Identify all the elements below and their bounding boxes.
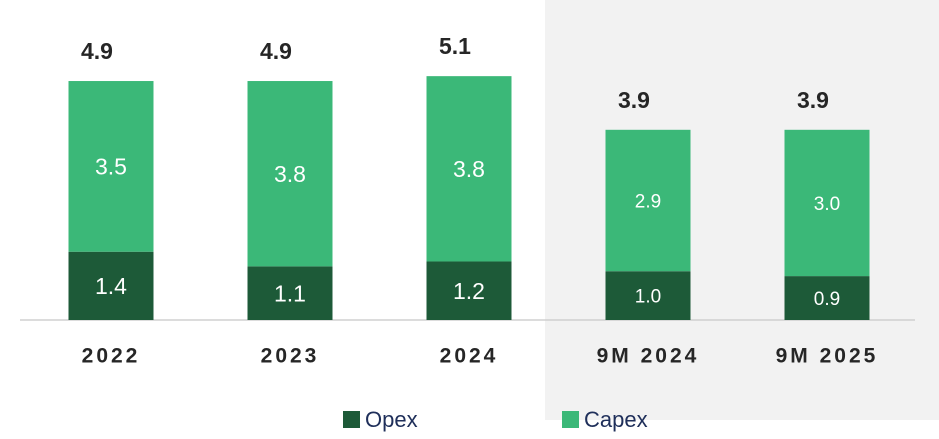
- bar-segment: [247, 81, 333, 267]
- bar-segment: [68, 251, 154, 320]
- x-tick-label: 9M 2024: [597, 345, 700, 368]
- bar-segment: [784, 129, 870, 277]
- bar-segment: [68, 81, 154, 252]
- segment-label: 0.9: [814, 289, 840, 310]
- segment-label: 1.2: [453, 278, 485, 304]
- segment-label: 3.8: [453, 156, 485, 182]
- legend-swatch: [562, 411, 579, 428]
- total-label: 3.9: [797, 87, 829, 113]
- bar-segment: [426, 76, 512, 262]
- segment-label: 1.4: [95, 273, 127, 299]
- bar-segment: [247, 266, 333, 320]
- bar-segment: [605, 129, 691, 272]
- x-tick-label: 2022: [82, 345, 141, 368]
- total-label: 3.9: [618, 87, 650, 113]
- bar-segment: [784, 276, 870, 320]
- total-label: 5.1: [439, 33, 471, 59]
- segment-label: 1.0: [635, 287, 661, 308]
- total-label: 4.9: [81, 38, 113, 64]
- x-tick-label: 2024: [440, 345, 499, 368]
- total-label: 4.9: [260, 38, 292, 64]
- legend-label: Opex: [365, 407, 418, 432]
- x-tick-label: 2023: [261, 345, 320, 368]
- segment-label: 1.1: [274, 280, 306, 306]
- x-tick-label: 9M 2025: [776, 345, 879, 368]
- legend-label: Capex: [584, 407, 648, 432]
- bar-segment: [426, 261, 512, 320]
- segment-label: 3.8: [274, 161, 306, 187]
- segment-label: 3.5: [95, 153, 127, 179]
- legend-swatch: [343, 411, 360, 428]
- bar-segment: [605, 271, 691, 320]
- segment-label: 3.0: [814, 194, 840, 215]
- segment-label: 2.9: [635, 192, 661, 213]
